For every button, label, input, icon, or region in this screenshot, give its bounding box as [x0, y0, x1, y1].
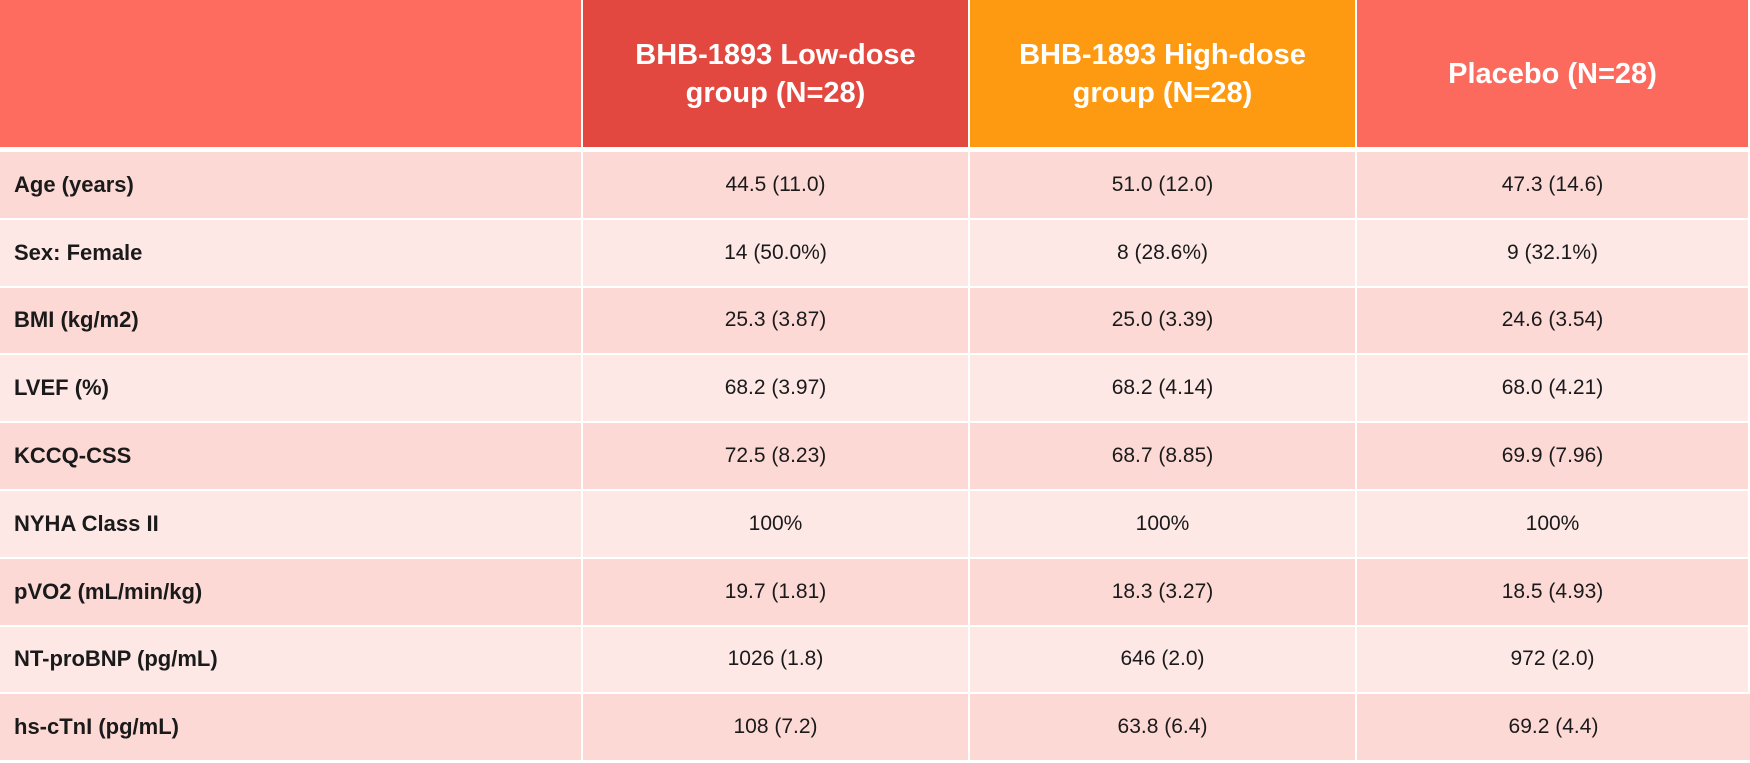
cell-nt-probnp-high-dose: 646 (2.0) — [970, 626, 1357, 695]
cell-age-placebo: 47.3 (14.6) — [1357, 152, 1750, 220]
cell-nt-probnp-low-dose: 1026 (1.8) — [583, 626, 970, 695]
cell-sex-female-high-dose: 8 (28.6%) — [970, 219, 1357, 288]
header-placebo-group: Placebo (N=28) — [1357, 0, 1750, 152]
cell-age-low-dose: 44.5 (11.0) — [583, 152, 970, 220]
cell-nyha-class-placebo: 100% — [1357, 490, 1750, 559]
cell-lvef-placebo: 68.0 (4.21) — [1357, 355, 1750, 424]
cell-pvo2-low-dose: 19.7 (1.81) — [583, 558, 970, 627]
row-label-kccq-css: KCCQ-CSS — [0, 423, 583, 491]
cell-lvef-low-dose: 68.2 (3.97) — [583, 355, 970, 424]
cell-sex-female-placebo: 9 (32.1%) — [1357, 219, 1750, 288]
cell-pvo2-high-dose: 18.3 (3.27) — [970, 558, 1357, 627]
row-label-nt-probnp: NT-proBNP (pg/mL) — [0, 626, 583, 695]
cell-nt-probnp-placebo: 972 (2.0) — [1357, 626, 1750, 695]
row-label-lvef: LVEF (%) — [0, 355, 583, 424]
header-blank-cell — [0, 0, 583, 152]
row-label-bmi: BMI (kg/m2) — [0, 287, 583, 356]
cell-lvef-high-dose: 68.2 (4.14) — [970, 355, 1357, 424]
row-label-nyha-class: NYHA Class II — [0, 490, 583, 559]
cell-hs-ctni-high-dose: 63.8 (6.4) — [970, 694, 1357, 763]
cell-kccq-css-placebo: 69.9 (7.96) — [1357, 423, 1750, 491]
cell-bmi-low-dose: 25.3 (3.87) — [583, 287, 970, 356]
cell-hs-ctni-placebo: 69.2 (4.4) — [1357, 694, 1750, 763]
cell-pvo2-placebo: 18.5 (4.93) — [1357, 558, 1750, 627]
header-high-dose-group: BHB-1893 High-dose group (N=28) — [970, 0, 1357, 152]
row-label-pvo2: pVO2 (mL/min/kg) — [0, 558, 583, 627]
cell-age-high-dose: 51.0 (12.0) — [970, 152, 1357, 220]
header-low-dose-group: BHB-1893 Low-dose group (N=28) — [583, 0, 970, 152]
row-label-hs-ctni: hs-cTnI (pg/mL) — [0, 694, 583, 763]
cell-hs-ctni-low-dose: 108 (7.2) — [583, 694, 970, 763]
row-label-age: Age (years) — [0, 152, 583, 220]
cell-nyha-class-high-dose: 100% — [970, 490, 1357, 559]
cell-bmi-placebo: 24.6 (3.54) — [1357, 287, 1750, 356]
cell-kccq-css-high-dose: 68.7 (8.85) — [970, 423, 1357, 491]
cell-sex-female-low-dose: 14 (50.0%) — [583, 219, 970, 288]
cell-kccq-css-low-dose: 72.5 (8.23) — [583, 423, 970, 491]
row-label-sex-female: Sex: Female — [0, 219, 583, 288]
cell-bmi-high-dose: 25.0 (3.39) — [970, 287, 1357, 356]
cell-nyha-class-low-dose: 100% — [583, 490, 970, 559]
